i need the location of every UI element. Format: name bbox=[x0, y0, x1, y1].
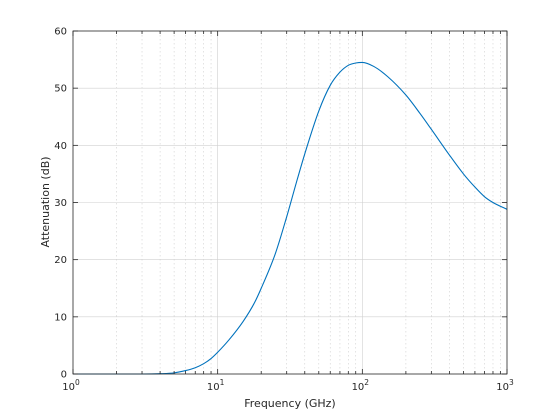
x-tick-label: 102 bbox=[352, 378, 370, 393]
y-tick-label: 60 bbox=[54, 27, 67, 38]
axis-ticks bbox=[72, 30, 508, 375]
x-tick-label: 103 bbox=[496, 378, 514, 393]
attenuation-series-line bbox=[72, 61, 508, 375]
series-layer bbox=[72, 61, 508, 375]
y-tick-label: 30 bbox=[54, 198, 67, 209]
grid bbox=[73, 31, 507, 374]
y-tick-label: 40 bbox=[54, 141, 67, 152]
x-axis-label: Frequency (GHz) bbox=[244, 397, 335, 410]
x-tick-labels: 100 101 102 103 bbox=[62, 378, 514, 393]
y-tick-label: 20 bbox=[54, 255, 67, 266]
y-axis-label: Attenuation (dB) bbox=[39, 156, 52, 247]
x-tick-label: 100 bbox=[62, 378, 80, 393]
y-tick-labels: 0 10 20 30 40 50 60 bbox=[54, 27, 67, 381]
y-tick-label: 50 bbox=[54, 84, 67, 95]
y-tick-label: 0 bbox=[61, 370, 67, 381]
x-tick-label: 101 bbox=[207, 378, 225, 393]
y-tick-label: 10 bbox=[54, 312, 67, 323]
